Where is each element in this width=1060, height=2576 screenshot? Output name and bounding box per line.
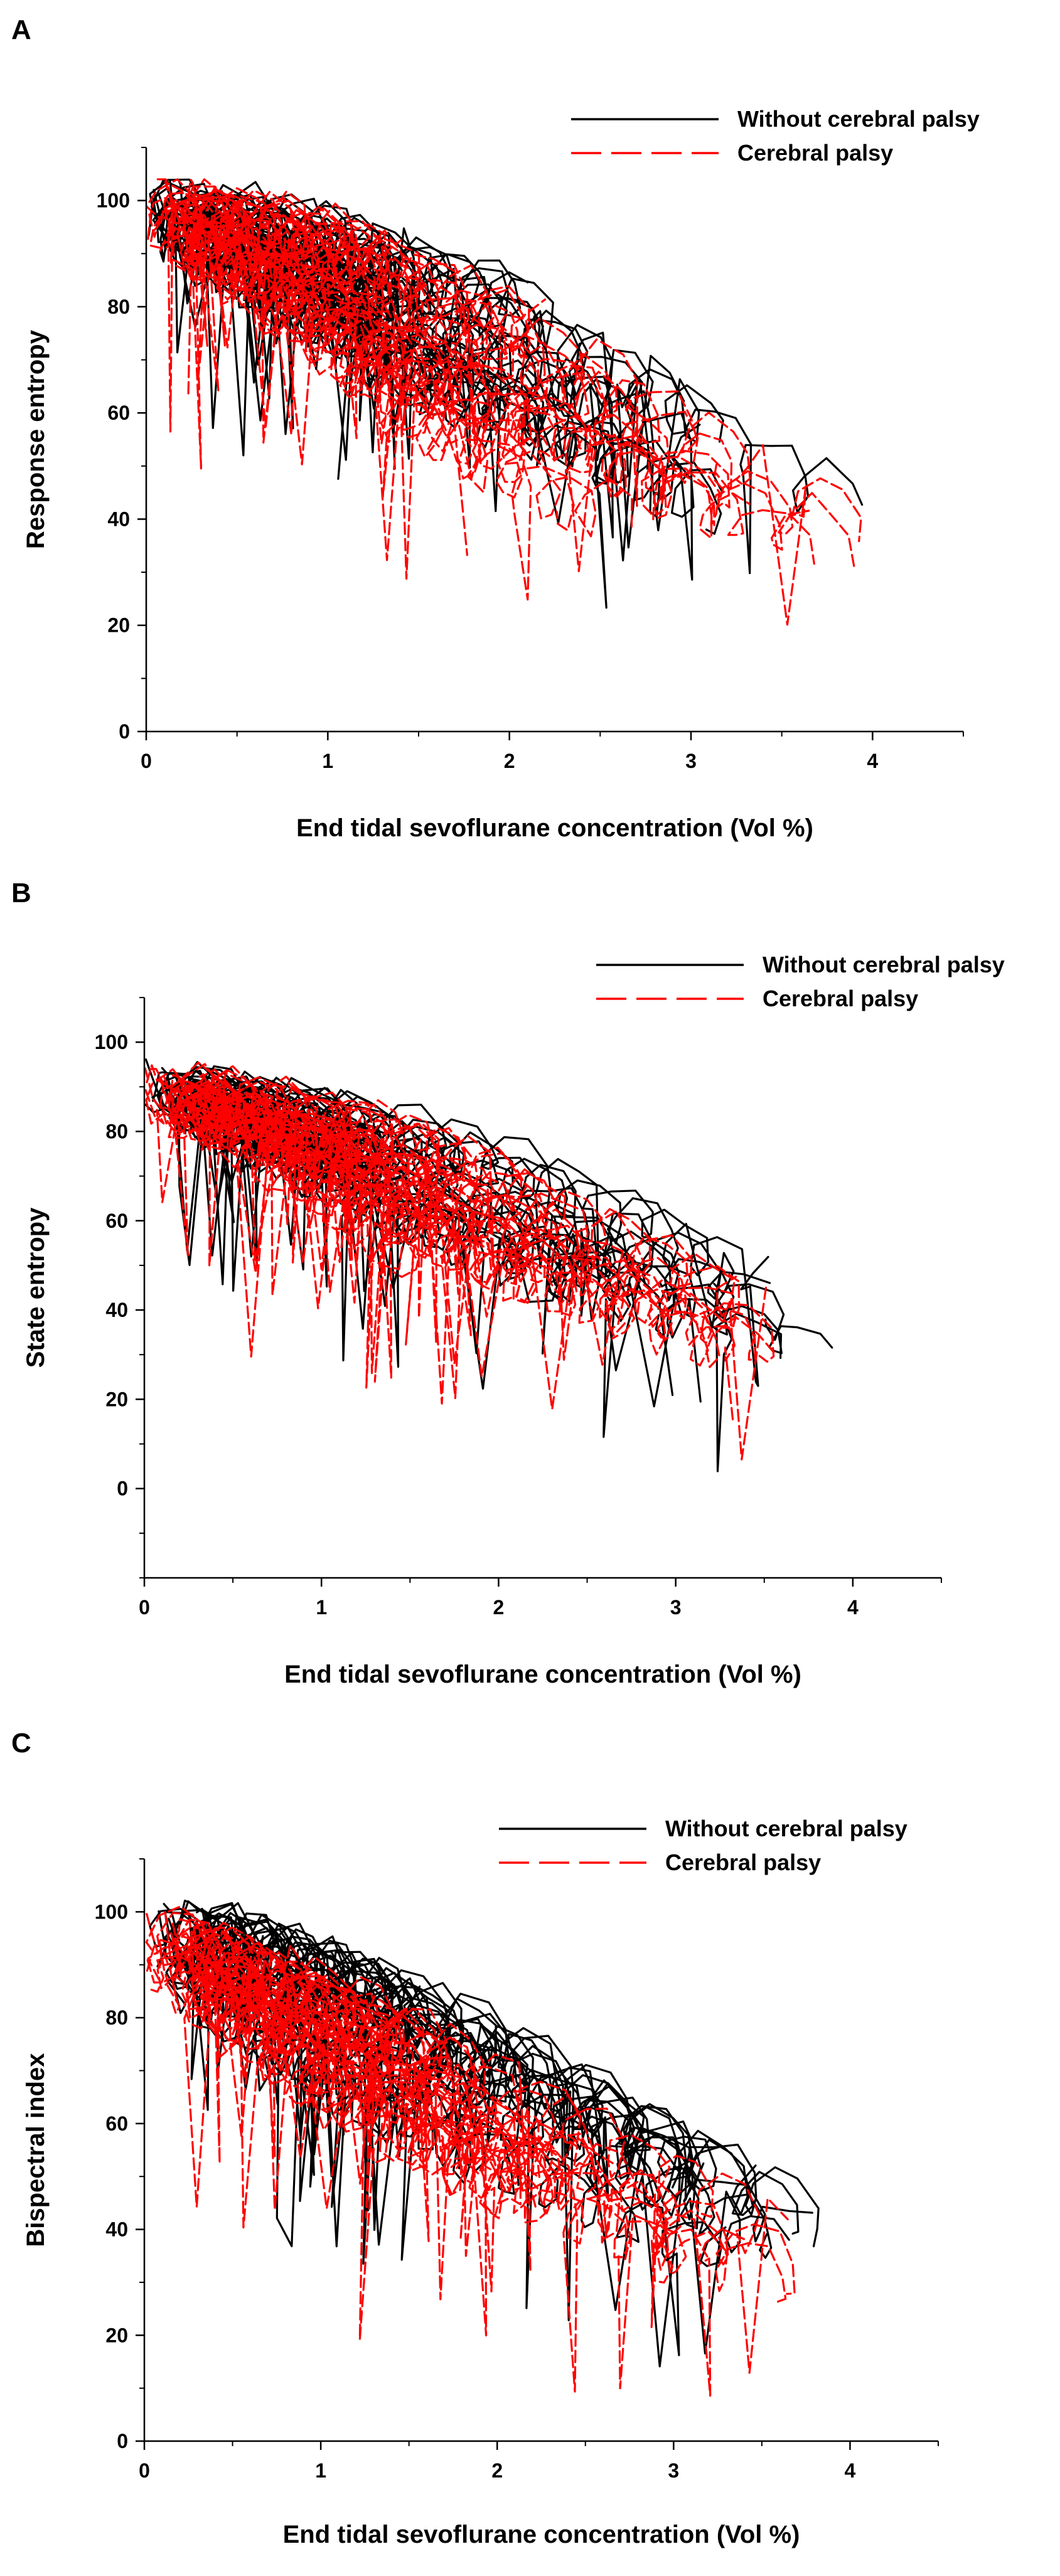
y-tick-label: 0: [119, 720, 130, 743]
y-tick-label: 100: [95, 1900, 128, 1923]
chart-panel-b: B 0 1 2 3 4 0 20 40 60 80 100 End tidal sevoflurane …: [0, 866, 1060, 1716]
legend: Without cerebral palsy Cerebral palsy: [596, 952, 1005, 1011]
y-tick-label: 80: [105, 2006, 128, 2029]
x-tick-label: 1: [315, 2459, 326, 2482]
y-axis-label: Response entropy: [22, 329, 50, 549]
x-tick-label: 3: [670, 1596, 682, 1619]
cp-trace-line: [160, 188, 519, 356]
y-tick-label: 20: [107, 614, 130, 637]
cp-trace-line: [169, 195, 810, 551]
cp-trace-line: [159, 221, 633, 538]
cp-trace-line: [169, 1932, 490, 2301]
cp-trace-line: [176, 1072, 756, 1365]
y-tick-label: 20: [105, 2324, 128, 2346]
y-axis-label: Bispectral index: [22, 2053, 50, 2247]
x-axis-label: End tidal sevoflurane concentration (Vol…: [284, 1661, 801, 1688]
cp-trace-line: [144, 1078, 736, 1424]
x-tick-label: 4: [847, 1596, 859, 1619]
y-tick-label: 100: [97, 189, 130, 212]
x-tick-label: 2: [491, 2459, 503, 2482]
x-tick-label: 1: [322, 750, 333, 772]
y-tick-label: 80: [105, 1120, 128, 1142]
cp-trace-line: [188, 219, 715, 526]
cp-trace-line: [166, 1092, 559, 1400]
cp-trace-line: [156, 178, 862, 626]
x-tick-label: 3: [685, 750, 697, 772]
chart-panel-a: A 0 1 2 3 4 0 20 40 60 80 100 End tidal sevoflurane …: [0, 0, 1060, 866]
cp-trace-line: [188, 1068, 768, 1461]
cp-trace-line: [164, 1970, 415, 2208]
y-tick-label: 60: [105, 2112, 128, 2135]
cp-trace-line: [145, 1905, 594, 2153]
panel-label: A: [11, 14, 31, 45]
legend-label-cp: Cerebral palsy: [737, 140, 893, 166]
y-axis-label: State entropy: [22, 1207, 50, 1368]
cp-trace-line: [182, 216, 468, 556]
y-tick-label: 40: [105, 2218, 128, 2241]
cp-trace-line: [163, 193, 651, 447]
legend-label-without-cp: Without cerebral palsy: [737, 106, 980, 132]
cp-trace-line: [150, 1954, 709, 2284]
y-tick-label: 0: [117, 2430, 128, 2452]
series-group: [145, 1899, 820, 2397]
legend: Without cerebral palsy Cerebral palsy: [499, 1816, 907, 1875]
y-tick-label: 100: [95, 1031, 128, 1053]
legend-label-without-cp: Without cerebral palsy: [763, 952, 1005, 977]
y-tick-label: 20: [105, 1388, 128, 1410]
cp-trace-line: [163, 207, 557, 465]
cp-trace-line: [181, 1085, 776, 1410]
x-tick-label: 2: [493, 1596, 505, 1619]
chart-panel-c: C 0 1 2 3 4 0 20 40 60 80 100 End tidal sevoflurane …: [0, 1716, 1060, 2576]
y-tick-label: 60: [105, 1210, 128, 1232]
legend: Without cerebral palsy Cerebral palsy: [571, 106, 980, 166]
legend-label-cp: Cerebral palsy: [763, 986, 918, 1011]
panel-label: C: [11, 1728, 31, 1759]
cp-trace-line: [172, 1935, 796, 2295]
cp-trace-line: [199, 1976, 538, 2220]
x-tick-label: 4: [845, 2459, 856, 2482]
y-tick-label: 0: [117, 1477, 128, 1500]
x-tick-label: 0: [141, 750, 152, 772]
cp-trace-line: [180, 232, 575, 601]
x-tick-label: 3: [668, 2459, 679, 2482]
x-tick-label: 1: [316, 1596, 327, 1619]
x-axis-label: End tidal sevoflurane concentration (Vol…: [283, 2521, 800, 2548]
y-tick-label: 60: [107, 402, 130, 424]
x-tick-label: 2: [504, 750, 515, 772]
series-group: [144, 1058, 833, 1472]
cp-trace-line: [187, 1927, 449, 2242]
cp-trace-line: [195, 216, 751, 540]
cp-trace-line: [171, 1062, 557, 1278]
series-group: [145, 178, 864, 626]
x-tick-label: 0: [139, 2459, 150, 2482]
cp-trace-line: [144, 1067, 481, 1375]
y-tick-label: 40: [107, 508, 130, 530]
cp-trace-line: [186, 195, 855, 568]
y-tick-label: 40: [105, 1299, 128, 1321]
legend-label-without-cp: Without cerebral palsy: [665, 1816, 907, 1841]
x-tick-label: 4: [867, 750, 878, 772]
cp-trace-line: [183, 1083, 478, 1225]
cp-trace-line: [194, 196, 733, 489]
x-tick-label: 0: [139, 1596, 150, 1619]
legend-label-cp: Cerebral palsy: [665, 1850, 821, 1875]
without-cp-trace-line: [163, 1903, 721, 2211]
y-tick-label: 80: [107, 295, 130, 318]
cp-trace-line: [198, 1065, 466, 1319]
x-axis-label: End tidal sevoflurane concentration (Vol…: [296, 814, 813, 842]
panel-label: B: [11, 878, 31, 908]
